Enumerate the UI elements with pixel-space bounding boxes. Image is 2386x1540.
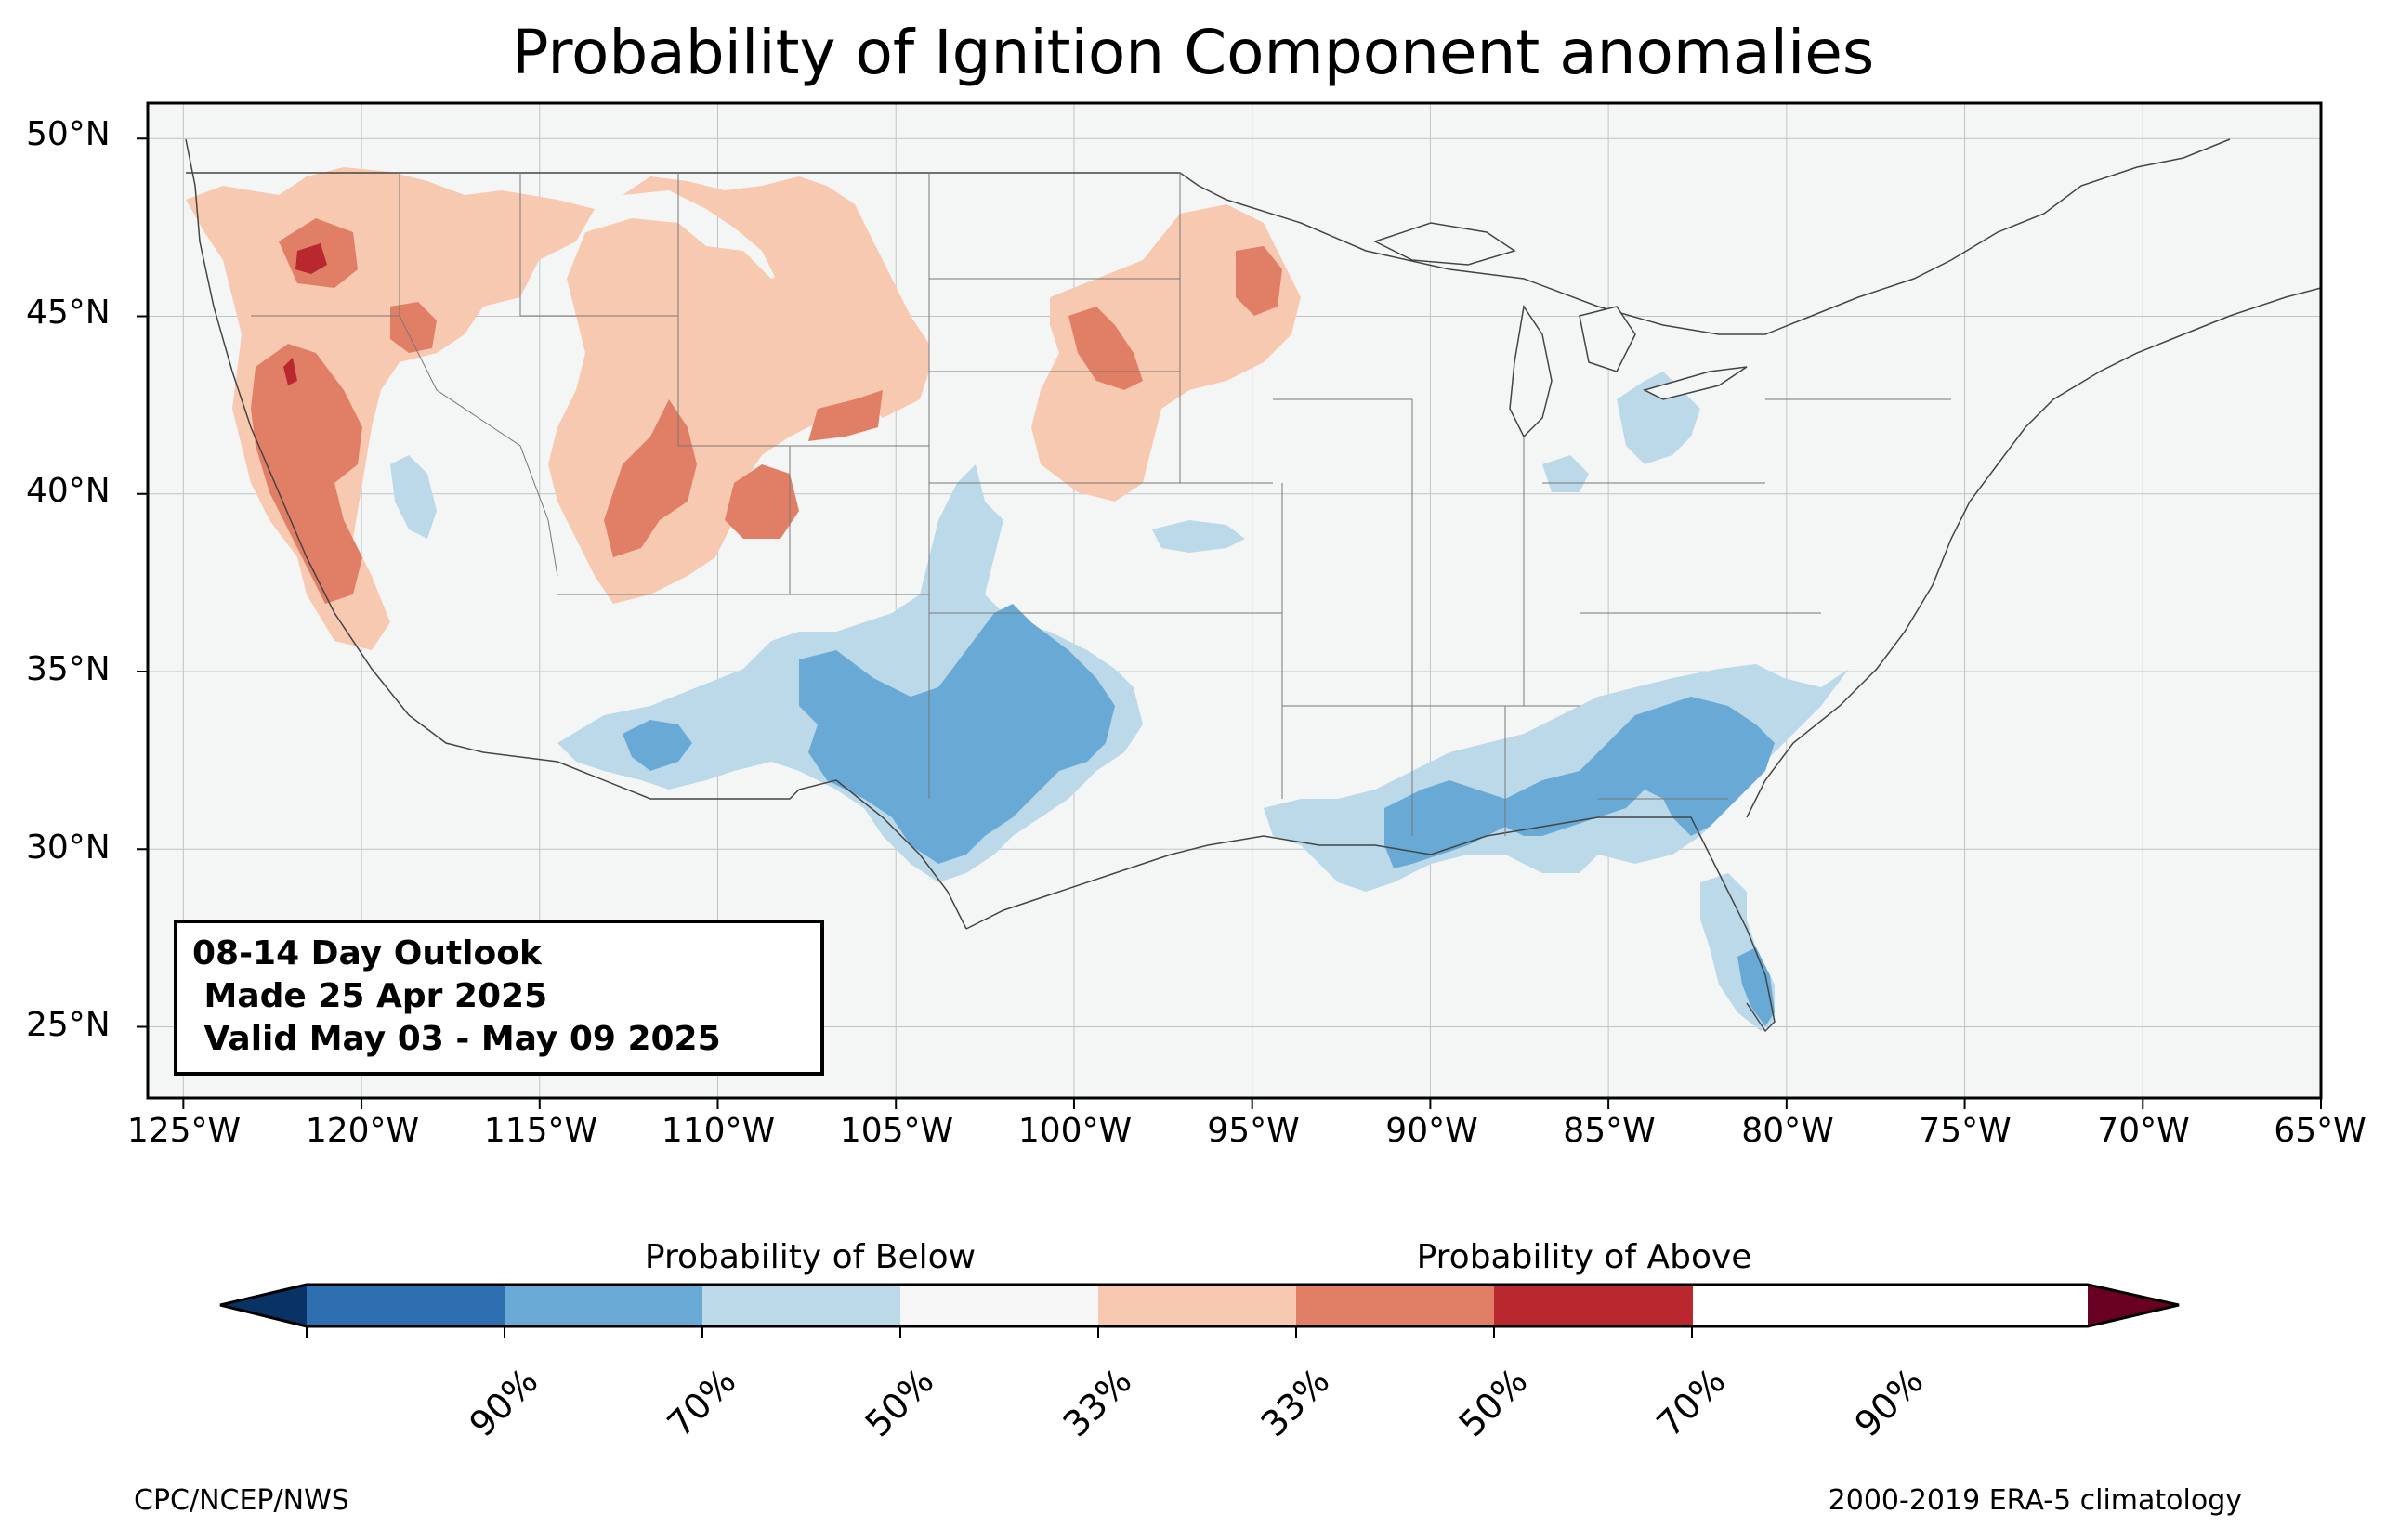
outlook-made-date: Made 25 Apr 2025 [192,977,548,1015]
colorbar [219,1283,2180,1338]
above-50-region-minnesota [1236,246,1282,316]
above-normal-regions [186,167,1301,650]
below-normal-regions [390,372,1849,1031]
colorbar-segment [1296,1285,1495,1326]
lat-label-25: 25°N [26,1006,111,1044]
map-frame [146,101,2323,1100]
below-50-region-texas [799,604,1115,864]
lake-huron [1579,306,1636,372]
lat-label-30: 30°N [26,829,111,867]
colorbar-below-label: Probability of Below [644,1238,977,1276]
state-line [519,173,791,594]
gulf-coast [965,816,1776,1033]
lat-label-45: 45°N [26,294,111,332]
outlook-period: 08-14 Day Outlook [192,934,542,972]
lat-label-40: 40°N [26,472,111,510]
above-50-region-california [251,344,362,604]
below-50-region-southeast [1384,697,1775,868]
lat-label-35: 35°N [26,650,111,688]
lon-label-115: 115°W [483,1112,598,1150]
colorbar-segment [1098,1285,1297,1326]
above-33-region-plains [623,176,929,418]
colorbar-ticks [306,1326,1693,1338]
above-70-region-california [283,358,297,385]
above-50-region-idaho [390,302,437,353]
lake-michigan [1509,305,1553,438]
outlook-valid-range: Valid May 03 - May 09 2025 [192,1020,721,1058]
lon-label-105: 105°W [839,1112,954,1150]
lon-label-125: 125°W [126,1112,242,1150]
lon-label-110: 110°W [661,1112,776,1150]
lon-label-70: 70°W [2097,1112,2190,1150]
lat-label-50: 50°N [26,115,111,153]
us-border-north [186,138,2231,335]
lon-label-90: 90°W [1385,1112,1478,1150]
colorbar-extend-left [220,1285,307,1326]
above-50-region-colorado [725,464,799,539]
outlook-info-box: 08-14 Day Outlook Made 25 Apr 2025 Valid… [174,920,824,1076]
colorbar-outline [219,1283,2180,1328]
us-border-mexico [482,751,967,930]
boundaries [185,138,2321,1033]
colorbar-segment [900,1285,1099,1326]
credit-source: CPC/NCEP/NWS [134,1484,349,1517]
us-coastline-west [185,138,484,753]
below-50-region-florida [1737,947,1775,1026]
colorbar-segment [505,1285,703,1326]
below-50-region-arizona [623,720,692,771]
credit-climatology: 2000-2019 ERA-5 climatology [1828,1484,2242,1517]
lake-superior [1373,222,1516,266]
state-line [399,173,558,577]
lake-erie [1642,366,1748,400]
lon-label-65: 65°W [2274,1112,2366,1150]
lon-label-75: 75°W [1919,1112,2012,1150]
lon-label-85: 85°W [1563,1112,1656,1150]
east-coast [1746,287,2321,818]
colorbar-above-label: Probability of Above [1416,1238,1752,1276]
colorbar-segment [307,1285,505,1326]
colorbar-segments [307,1285,1693,1326]
above-70-region-washington [295,243,327,274]
lon-label-80: 80°W [1741,1112,1834,1150]
above-50-region-dakotas [1068,307,1143,390]
longitude-ticks [182,1098,2322,1109]
below-33-region-nevada [390,455,437,539]
above-50-region-wyoming [808,390,883,441]
below-33-region-kansas [1152,520,1245,553]
state-lines [251,173,1951,836]
latitude-ticks [137,137,148,1028]
lon-label-95: 95°W [1207,1112,1300,1150]
colorbar-segment [702,1285,901,1326]
colorbar-extend-right [2088,1285,2179,1326]
lon-label-100: 100°W [1017,1112,1133,1150]
above-50-region-utah [604,399,697,557]
lon-label-120: 120°W [305,1112,420,1150]
colorbar-segment [1494,1285,1693,1326]
chart-title: Probability of Ignition Component anomal… [511,17,1875,88]
